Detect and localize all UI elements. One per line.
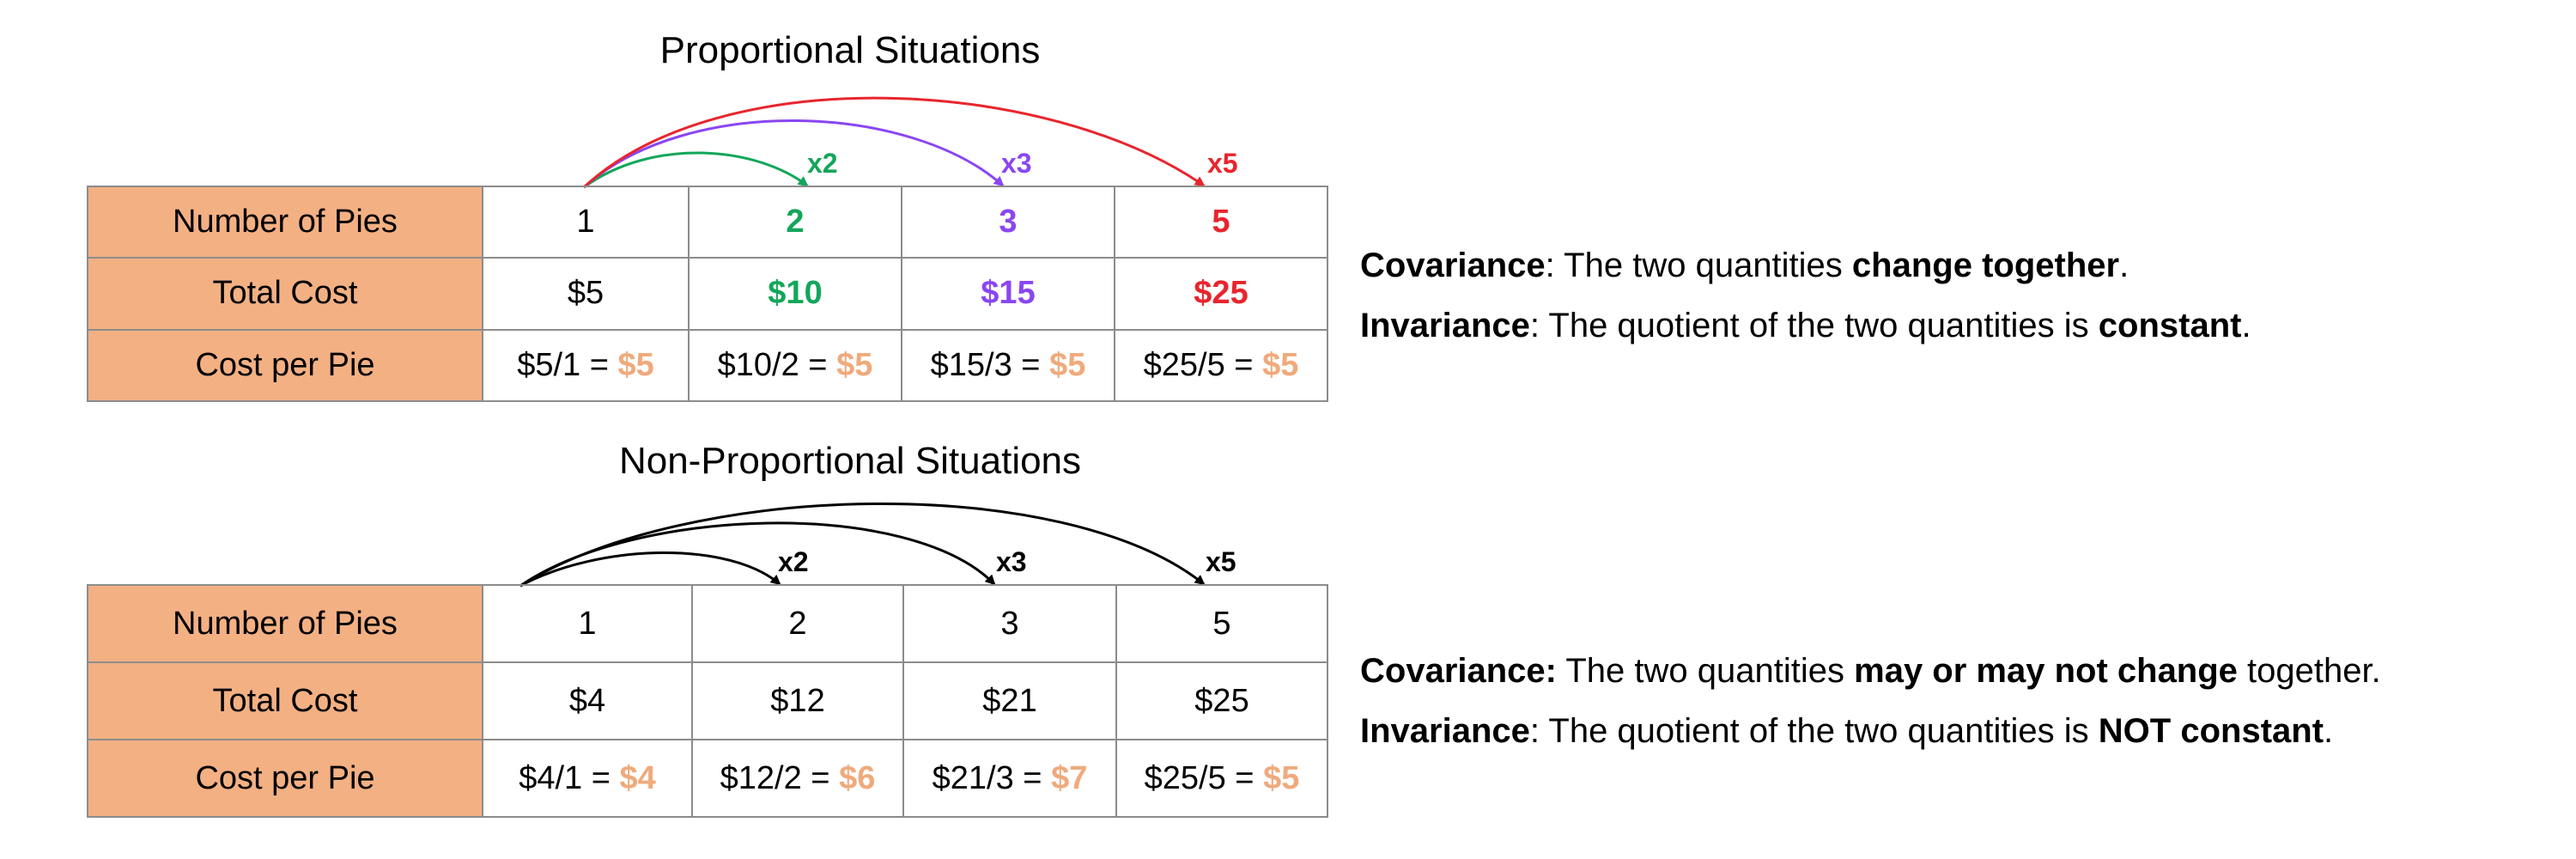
- invariance-emphasis: NOT constant: [2098, 712, 2324, 750]
- cost-expression: $25/5 =: [1144, 759, 1264, 796]
- cost-result: $4: [619, 759, 656, 796]
- proportional-title: Proportional Situations: [659, 29, 1041, 71]
- invariance-end: .: [2324, 712, 2334, 750]
- table-row: Number of Pies 1 2 3 5: [87, 185, 1328, 259]
- cost-expression: $15/3 =: [930, 346, 1050, 383]
- arc-x2-black: [519, 551, 781, 588]
- cost-expression: $21/3 =: [932, 759, 1052, 796]
- total-cost-cell: $25: [1114, 257, 1328, 331]
- row-header: Total Cost: [87, 257, 483, 331]
- cost-per-pie-cell: $4/1 = $4: [482, 739, 693, 818]
- table-row: Number of Pies 1 2 3 5: [87, 584, 1328, 663]
- proportional-invariance-note: Invariance: The quotient of the two quan…: [1360, 295, 2251, 356]
- arc-x3-black: [519, 521, 996, 588]
- invariance-term: Invariance: [1360, 307, 1530, 344]
- cost-result: $5: [617, 346, 654, 383]
- table-row: Total Cost $4 $12 $21 $25: [87, 661, 1328, 740]
- total-cost-cell: $5: [482, 257, 690, 331]
- covariance-emphasis: may or may not change: [1854, 652, 2238, 690]
- non-proportional-table: Number of Pies 1 2 3 5 Total Cost $4 $12…: [87, 584, 1328, 818]
- multiplier-x3: x3: [996, 546, 1027, 577]
- cost-per-pie-cell: $5/1 = $5: [482, 328, 690, 403]
- cost-per-pie-cell: $15/3 = $5: [901, 328, 1115, 403]
- cost-per-pie-cell: $21/3 = $7: [902, 739, 1117, 818]
- cost-per-pie-cell: $12/2 = $6: [691, 739, 904, 818]
- covariance-term: Covariance: [1360, 247, 1546, 284]
- row-header: Number of Pies: [87, 185, 483, 259]
- cost-expression: $4/1 =: [519, 759, 620, 796]
- multiplier-x5: x5: [1206, 546, 1236, 577]
- covariance-end: .: [2119, 247, 2129, 284]
- covariance-end: together.: [2237, 652, 2381, 690]
- cost-result: $7: [1051, 759, 1088, 796]
- table-row: Cost per Pie $5/1 = $5 $10/2 = $5 $15/3 …: [87, 328, 1328, 403]
- proportional-covariance-note: Covariance: The two quantities change to…: [1360, 235, 2129, 295]
- non-proportional-covariance-note: Covariance: The two quantities may or ma…: [1360, 641, 2381, 701]
- invariance-text: : The quotient of the two quantities is: [1529, 712, 2099, 750]
- covariance-term: Covariance:: [1360, 652, 1557, 690]
- cost-result: $5: [1049, 346, 1086, 383]
- covariance-text: The two quantities: [1556, 652, 1855, 690]
- invariance-term: Invariance: [1360, 712, 1530, 750]
- cost-per-pie-cell: $10/2 = $5: [688, 328, 902, 403]
- total-cost-cell: $15: [901, 257, 1115, 331]
- pie-count-cell: 1: [482, 185, 690, 259]
- total-cost-cell: $4: [482, 661, 693, 740]
- cost-result: $5: [1262, 346, 1299, 383]
- table-row: Total Cost $5 $10 $15 $25: [87, 257, 1328, 331]
- pie-count-cell: 2: [688, 185, 902, 259]
- invariance-text: : The quotient of the two quantities is: [1529, 307, 2099, 344]
- cost-result: $5: [1263, 759, 1300, 796]
- invariance-emphasis: constant: [2098, 307, 2242, 344]
- pie-count-cell: 1: [482, 584, 693, 663]
- invariance-end: .: [2241, 307, 2251, 344]
- pie-count-cell: 5: [1115, 584, 1328, 663]
- arc-x5-red: [582, 96, 1206, 189]
- total-cost-cell: $10: [688, 257, 902, 331]
- non-proportional-title: Non-Proportional Situations: [618, 440, 1082, 482]
- row-header: Number of Pies: [87, 584, 483, 663]
- total-cost-cell: $25: [1115, 661, 1328, 740]
- proportional-table: Number of Pies 1 2 3 5 Total Cost $5 $10…: [87, 185, 1328, 403]
- arc-x2-green: [583, 151, 809, 189]
- cost-expression: $25/5 =: [1143, 346, 1263, 383]
- pie-count-cell: 3: [901, 185, 1115, 259]
- arc-x5-black: [519, 503, 1206, 588]
- row-header: Total Cost: [87, 661, 483, 740]
- covariance-text: : The two quantities: [1545, 247, 1852, 284]
- cost-per-pie-cell: $25/5 = $5: [1115, 739, 1328, 818]
- pie-count-cell: 2: [691, 584, 904, 663]
- covariance-emphasis: change together: [1851, 247, 2120, 284]
- total-cost-cell: $21: [902, 661, 1117, 740]
- arc-x3-purple: [582, 119, 1005, 189]
- non-proportional-invariance-note: Invariance: The quotient of the two quan…: [1360, 701, 2333, 761]
- row-header: Cost per Pie: [87, 739, 483, 818]
- multiplier-x3: x3: [1001, 148, 1032, 179]
- table-row: Cost per Pie $4/1 = $4 $12/2 = $6 $21/3 …: [87, 739, 1328, 818]
- cost-result: $5: [836, 346, 873, 383]
- pie-count-cell: 3: [902, 584, 1117, 663]
- pie-count-cell: 5: [1114, 185, 1328, 259]
- multiplier-x2: x2: [778, 546, 809, 577]
- multiplier-x2: x2: [807, 148, 838, 179]
- multiplier-x5: x5: [1207, 148, 1238, 179]
- cost-expression: $5/1 =: [517, 346, 618, 383]
- cost-expression: $10/2 =: [717, 346, 837, 383]
- cost-result: $6: [839, 759, 876, 796]
- cost-expression: $12/2 =: [720, 759, 840, 796]
- row-header: Cost per Pie: [87, 328, 483, 403]
- cost-per-pie-cell: $25/5 = $5: [1114, 328, 1328, 403]
- total-cost-cell: $12: [691, 661, 904, 740]
